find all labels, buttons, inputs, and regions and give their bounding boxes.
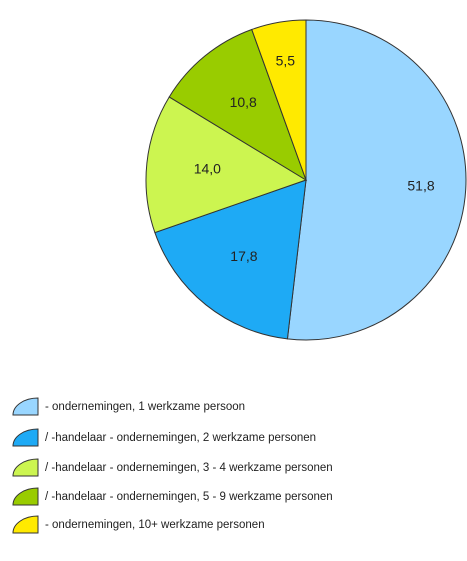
legend-label: / -handelaar - ondernemingen, 5 - 9 werk… [45,491,333,503]
value-label: 17,8 [230,248,257,264]
legend-label: / -handelaar - ondernemingen, 2 werkzame… [45,432,316,444]
value-label: 51,8 [407,177,434,193]
value-label: 5,5 [276,52,296,68]
legend-swatch [12,458,39,477]
value-label: 14,0 [194,160,221,176]
legend-label: / -handelaar - ondernemingen, 3 - 4 werk… [45,462,333,474]
legend-label: - ondernemingen, 10+ werkzame personen [45,519,265,531]
legend-swatch [12,487,39,506]
legend-swatch [12,428,39,447]
legend-swatch [12,515,39,534]
legend-swatch [12,397,39,416]
pie-slice [251,19,307,181]
pie-slice [286,19,467,341]
value-label: 10,8 [230,94,257,110]
pie-slice [168,28,307,182]
legend-label: - ondernemingen, 1 werkzame persoon [45,401,245,413]
pie-slice [145,96,308,234]
